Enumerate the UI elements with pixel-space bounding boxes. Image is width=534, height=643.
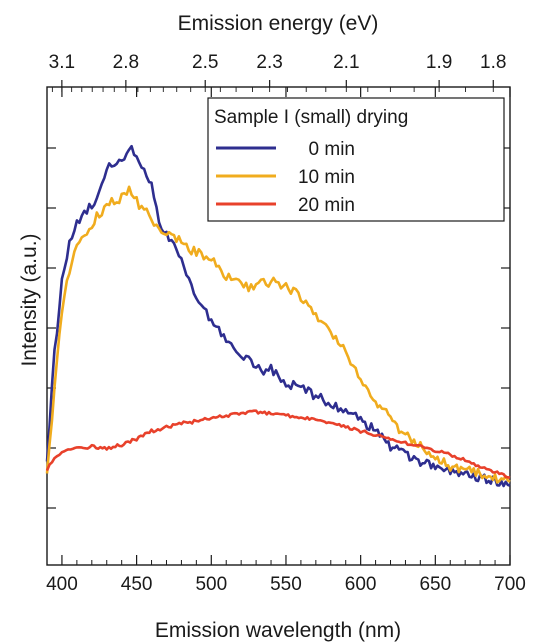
x-tick-label: 450 bbox=[121, 574, 153, 595]
legend-box bbox=[207, 97, 505, 222]
plot-frame bbox=[46, 86, 511, 566]
y-axis-title: Intensity (a.u.) bbox=[18, 233, 41, 366]
top-tick-label: 1.9 bbox=[426, 52, 452, 73]
legend-label-10-min: 10 min bbox=[298, 167, 355, 188]
x-tick-label: 600 bbox=[345, 574, 377, 595]
series-lines bbox=[45, 144, 511, 488]
top-tick-label: 2.1 bbox=[333, 52, 359, 73]
legend: Sample I (small) drying 0 min 10 min 20 … bbox=[207, 97, 505, 222]
x-axis-title: Emission wavelength (nm) bbox=[155, 619, 401, 642]
series-line-0-min bbox=[45, 144, 511, 488]
x-tick-label: 650 bbox=[419, 574, 451, 595]
top-tick-label: 3.1 bbox=[49, 52, 75, 73]
series-line-20-min bbox=[45, 409, 511, 480]
legend-label-20-min: 20 min bbox=[298, 195, 355, 216]
x-tick-label: 700 bbox=[494, 574, 526, 595]
ticks-layer: 400 450 500 550 600 650 700 3.1 2.8 2.5 2.3 2.1 1.9 1… bbox=[46, 52, 526, 595]
top-tick-label: 2.3 bbox=[256, 52, 282, 73]
legend-label-0-min: 0 min bbox=[309, 139, 355, 160]
top-tick-label: 2.5 bbox=[192, 52, 218, 73]
series-line-10-min bbox=[45, 185, 511, 484]
x-tick-label: 500 bbox=[195, 574, 227, 595]
legend-title: Sample I (small) drying bbox=[214, 107, 408, 128]
top-tick-label: 1.8 bbox=[480, 52, 506, 73]
top-axis-title: Emission energy (eV) bbox=[178, 12, 379, 35]
x-tick-label: 550 bbox=[270, 574, 302, 595]
x-tick-label: 400 bbox=[46, 574, 78, 595]
top-tick-label: 2.8 bbox=[113, 52, 139, 73]
